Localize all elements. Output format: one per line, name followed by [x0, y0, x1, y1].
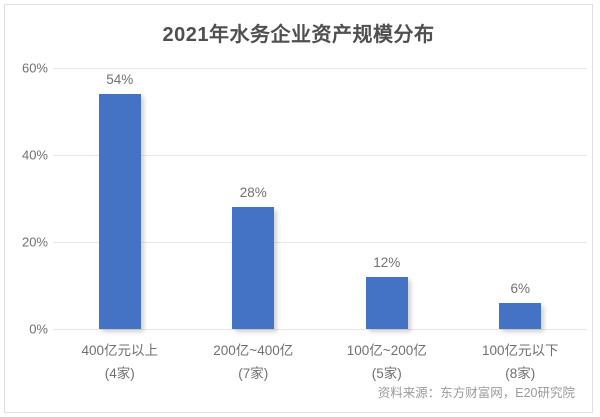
bar [232, 207, 275, 329]
bar [499, 302, 542, 329]
category-range-label: 400亿元以上 [81, 343, 159, 358]
bar-column: 54% [53, 68, 187, 329]
category-count-label: (8家) [505, 366, 536, 381]
bar [98, 94, 141, 329]
gridline-0 [53, 329, 587, 330]
category-range-label: 100亿~200亿 [346, 343, 427, 358]
gridline-60 [53, 68, 587, 69]
y-tick-label: 20% [21, 234, 48, 250]
category-range-label: 100亿元以下 [481, 343, 559, 358]
source-note: 资料来源：东方财富网，E20研究院 [377, 386, 575, 400]
bar [365, 276, 408, 329]
bar-column: 6% [454, 68, 588, 329]
gridline-40 [53, 155, 587, 156]
chart-title: 2021年水务企业资产规模分布 [162, 24, 435, 46]
x-category-label: 200亿~400亿 (7家) [187, 339, 321, 385]
y-tick-label: 60% [21, 60, 48, 76]
bar-column: 28% [187, 68, 321, 329]
x-category-label: 100亿元以下 (8家) [454, 339, 588, 385]
y-tick-label: 40% [21, 147, 48, 163]
bar-value-label: 12% [373, 254, 401, 270]
x-category-label: 400亿元以上 (4家) [53, 339, 187, 385]
bar-value-label: 28% [239, 185, 267, 201]
chart-card: 2021年水务企业资产规模分布 0% 20% 40% 60% 54% 28% 12% 6% … [4, 4, 593, 413]
bars-container: 54% 28% 12% 6% [53, 68, 587, 329]
y-axis: 0% 20% 40% 60% [5, 61, 48, 337]
category-count-label: (7家) [238, 366, 269, 381]
x-axis-labels: 400亿元以上 (4家) 200亿~400亿 (7家) 100亿~200亿 (5家) 100… [53, 339, 587, 385]
plot-area [53, 68, 587, 330]
bar-value-label: 6% [510, 280, 530, 296]
bar-column: 12% [320, 68, 454, 329]
gridline-20 [53, 242, 587, 243]
category-count-label: (5家) [371, 366, 402, 381]
y-tick-label: 0% [29, 321, 48, 337]
x-category-label: 100亿~200亿 (5家) [320, 339, 454, 385]
bar-value-label: 54% [106, 72, 134, 88]
category-count-label: (4家) [104, 366, 135, 381]
category-range-label: 200亿~400亿 [213, 343, 294, 358]
